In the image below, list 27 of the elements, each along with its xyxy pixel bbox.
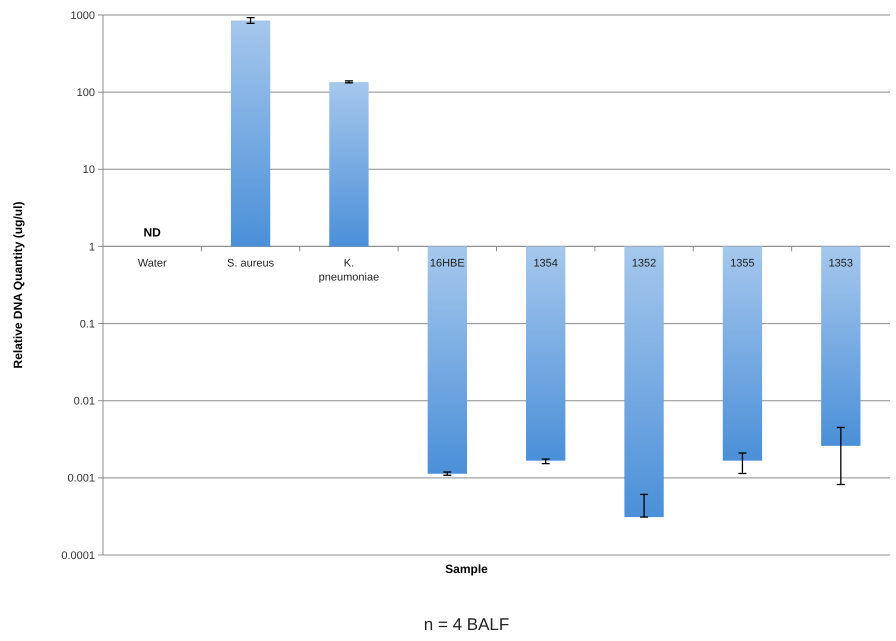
- bar: [526, 246, 566, 461]
- x-tick-label: 1352: [632, 257, 656, 270]
- bar: [722, 246, 762, 461]
- text: n = 4 BALF: [424, 615, 510, 634]
- x-tick-label: 16HBE: [430, 257, 465, 270]
- bar: [230, 20, 270, 246]
- y-tick-label: 1: [88, 241, 95, 254]
- x-tick-label: 1353: [828, 257, 854, 270]
- y-tick-label: 1000: [70, 10, 95, 22]
- y-tick-label: 0.0001: [61, 550, 95, 562]
- bar: [821, 246, 860, 446]
- x-tick-label: K. pneumoniae: [318, 257, 380, 284]
- x-tick-label: 1355: [730, 257, 755, 270]
- x-tick-label: 1354: [533, 257, 558, 270]
- y-tick-label: 10: [82, 164, 95, 176]
- y-tick-label: 100: [76, 86, 95, 99]
- y-axis-title: Relative DNA Quantity (ug/ul): [11, 202, 25, 368]
- x-tick-label: S. aureus: [227, 257, 275, 270]
- x-tick-label: Water: [138, 257, 167, 270]
- y-tick-label: 0.001: [67, 472, 95, 485]
- bar: [428, 246, 467, 474]
- x-axis-title: Sample: [445, 562, 488, 576]
- y-tick-label: 0.01: [74, 396, 95, 408]
- annotation: ND: [144, 225, 162, 240]
- bar: [329, 82, 369, 246]
- bar: [624, 246, 664, 518]
- y-tick-label: 0.1: [80, 318, 95, 330]
